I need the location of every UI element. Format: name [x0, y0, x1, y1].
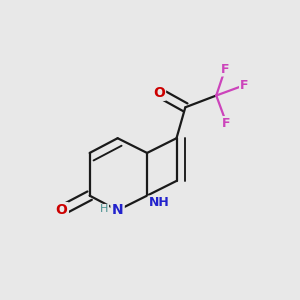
Text: F: F [222, 117, 231, 130]
Text: O: O [153, 85, 165, 100]
Text: F: F [221, 62, 229, 76]
Text: NH: NH [148, 196, 169, 209]
Text: N: N [112, 203, 123, 218]
Text: H: H [100, 205, 109, 214]
Text: O: O [56, 203, 68, 218]
Text: F: F [240, 79, 248, 92]
